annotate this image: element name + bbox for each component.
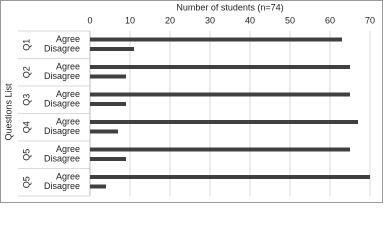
bar: [90, 175, 370, 179]
series-label: Disagree: [44, 126, 80, 136]
x-tick-label: 70: [365, 15, 375, 25]
series-label: Disagree: [44, 43, 80, 53]
x-tick-label: 30: [205, 15, 215, 25]
chart: Number of students (n=74) Questions List…: [0, 0, 383, 203]
series-label: Agree: [56, 171, 80, 181]
bar: [90, 184, 106, 189]
y-axis-title: Questions List: [3, 83, 13, 141]
series-label: Disagree: [44, 98, 80, 108]
category-label: Q5: [21, 176, 31, 188]
series-label: Agree: [56, 89, 80, 99]
series-label: Disagree: [44, 181, 80, 191]
bar: [90, 65, 350, 69]
series-label: Agree: [56, 61, 80, 71]
x-tick-label: 50: [285, 15, 295, 25]
category-label: Q3: [21, 94, 31, 106]
x-tick-label: 60: [325, 15, 335, 25]
bar: [90, 157, 126, 161]
bar: [90, 129, 118, 134]
bar: [90, 120, 358, 124]
bar: [90, 37, 342, 42]
series-label: Agree: [56, 116, 80, 126]
bar: [90, 102, 126, 106]
category-label: Q5: [21, 149, 31, 161]
series-label: Disagree: [44, 153, 80, 163]
series-label: Disagree: [44, 71, 80, 81]
x-tick-label: 10: [125, 15, 135, 25]
series-label: Agree: [56, 34, 80, 44]
bar: [90, 92, 350, 97]
bar: [90, 147, 350, 152]
x-axis-title: Number of students (n=74): [176, 2, 283, 12]
x-tick-label: 0: [87, 15, 92, 25]
category-label: Q1: [21, 39, 31, 51]
bar: [90, 47, 134, 51]
x-tick-label: 20: [165, 15, 175, 25]
category-label: Q2: [21, 66, 31, 78]
bar: [90, 74, 126, 79]
category-label: Q4: [21, 121, 31, 133]
x-tick-label: 40: [245, 15, 255, 25]
series-label: Agree: [56, 144, 80, 154]
